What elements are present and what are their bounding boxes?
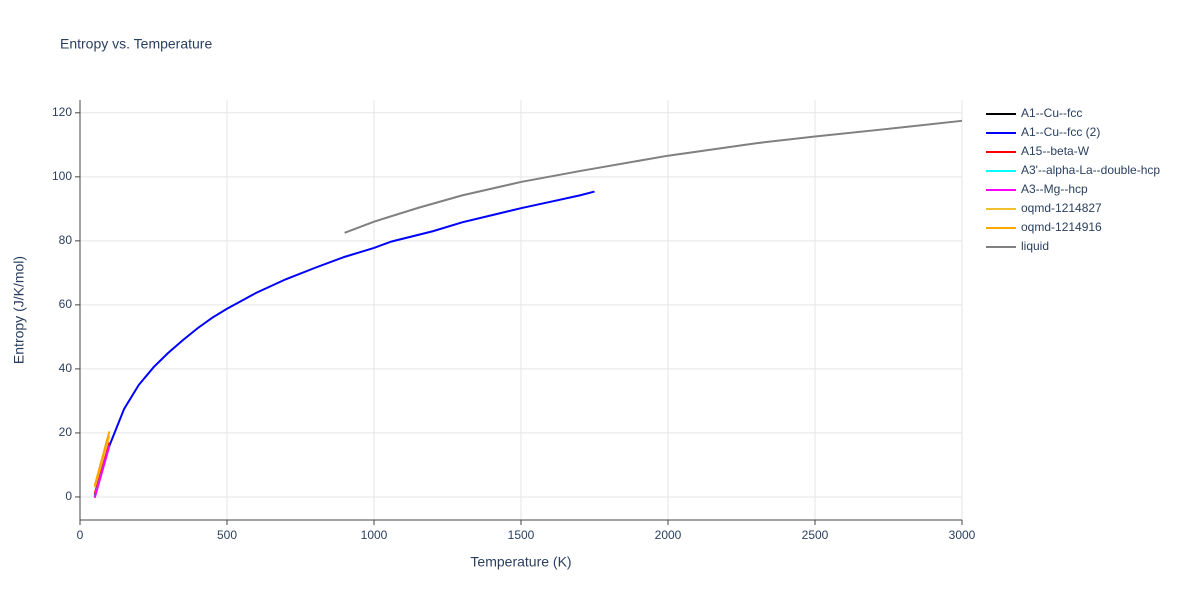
x-tick-label: 1500 (508, 528, 535, 542)
x-tick-label: 1000 (361, 528, 388, 542)
legend-label: A1--Cu--fcc (1021, 106, 1082, 120)
x-tick-label: 500 (217, 528, 237, 542)
series-line (93, 431, 111, 487)
y-tick-label: 80 (59, 233, 73, 247)
legend-label: liquid (1021, 239, 1049, 253)
y-tick-label: 40 (59, 361, 73, 375)
y-tick-label: 0 (65, 489, 72, 503)
legend-label: A3'--alpha-La--double-hcp (1021, 163, 1160, 177)
legend-label: A3--Mg--hcp (1021, 182, 1088, 196)
x-tick-label: 3000 (949, 528, 976, 542)
x-tick-label: 2000 (655, 528, 682, 542)
legend-label: A15--beta-W (1021, 144, 1090, 158)
chart-title: Entropy vs. Temperature (60, 36, 212, 52)
x-tick-label: 2500 (802, 528, 829, 542)
y-tick-label: 60 (59, 297, 73, 311)
series-line (344, 119, 963, 234)
y-tick-label: 120 (52, 105, 72, 119)
series-line (93, 190, 595, 498)
x-axis-title: Temperature (K) (470, 554, 571, 570)
series-line (93, 445, 111, 499)
y-tick-label: 100 (52, 169, 72, 183)
legend-label: oqmd-1214916 (1021, 220, 1102, 234)
legend-label: A1--Cu--fcc (2) (1021, 125, 1100, 139)
x-tick-label: 0 (77, 528, 84, 542)
y-tick-label: 20 (59, 425, 73, 439)
y-axis-title: Entropy (J/K/mol) (11, 256, 27, 364)
legend-label: oqmd-1214827 (1021, 201, 1102, 215)
